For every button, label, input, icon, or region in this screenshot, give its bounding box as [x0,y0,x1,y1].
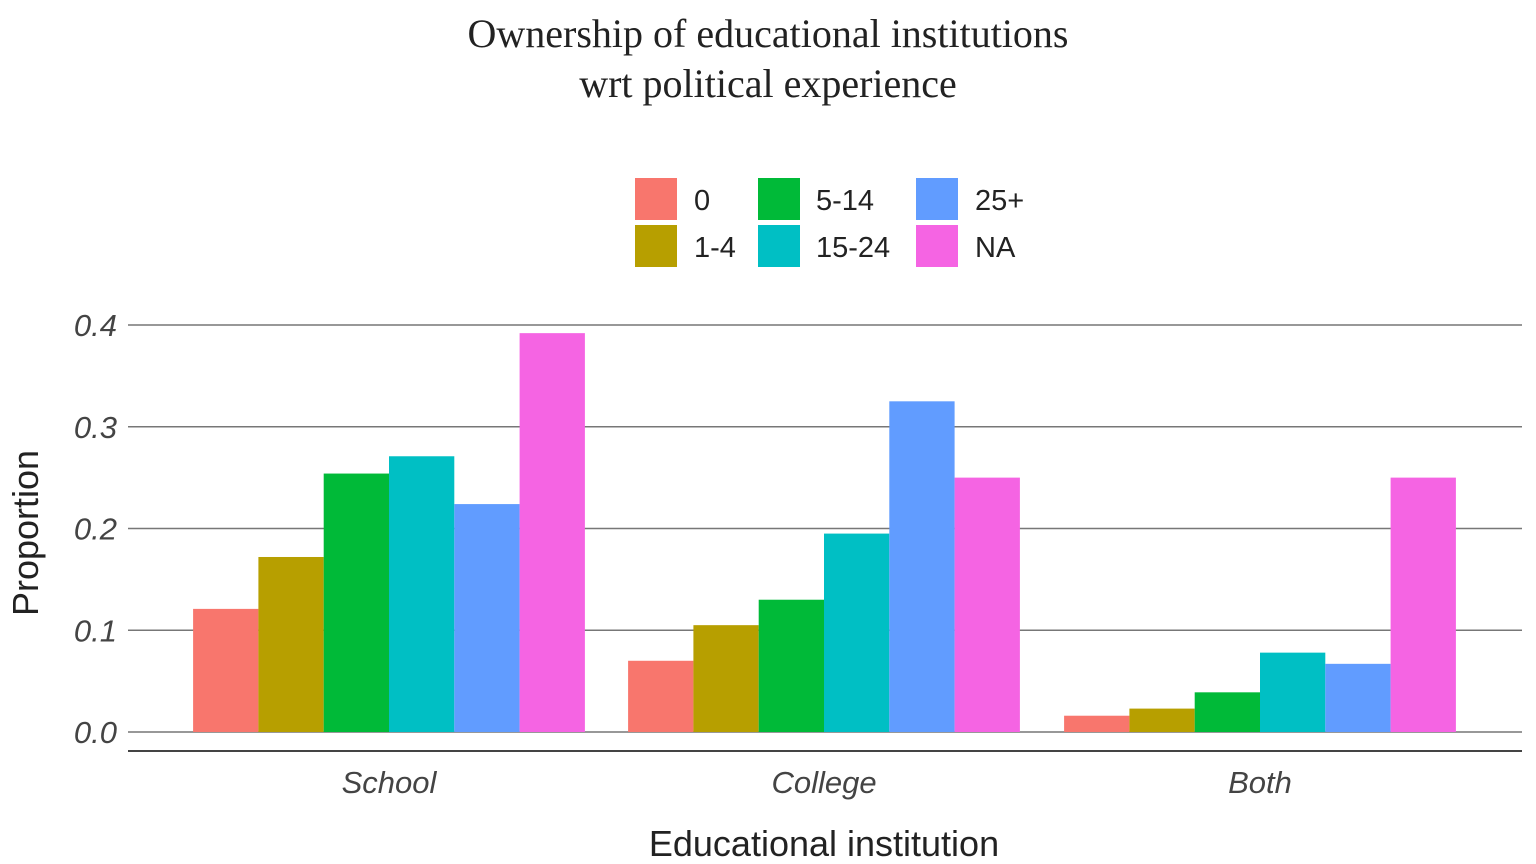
legend-label-na: NA [975,232,1016,264]
bar [954,477,1020,732]
x-tick-label: College [771,765,876,800]
legend-swatch-na [916,225,958,267]
y-axis-title: Proportion [5,450,46,616]
bar [889,401,955,732]
chart-title-line1: Ownership of educational institutions [467,11,1069,56]
legend-label-15-24: 15-24 [816,232,891,264]
bar [1129,708,1195,732]
bar [1260,652,1326,732]
bar [1064,715,1130,732]
bar [454,504,520,732]
legend-swatch-5-14 [758,178,800,220]
legend-label-5-14: 5-14 [816,185,875,217]
legend-swatch-0 [635,178,677,220]
y-tick-label: 0.0 [74,715,117,750]
bar [193,608,259,732]
x-tick-label: Both [1228,765,1292,800]
bar [323,473,389,732]
legend-label-1-4: 1-4 [694,232,736,264]
y-tick-label: 0.3 [74,410,117,445]
bar [758,599,824,732]
bar [628,660,694,732]
bar [1194,692,1260,732]
chart-title-line2: wrt political experience [579,61,957,106]
legend-swatch-1-4 [635,225,677,267]
legend-swatch-15-24 [758,225,800,267]
y-tick-label: 0.2 [74,512,117,547]
bar [1390,477,1456,732]
bar [1325,663,1391,732]
x-tick-label: School [342,765,438,800]
bar [824,533,890,732]
legend-label-25plus: 25+ [975,185,1025,217]
x-tick-labels: School College Both [342,765,1292,800]
legend-swatch-25plus [916,178,958,220]
x-axis-title: Educational institution [649,823,999,864]
bar [519,333,585,732]
bar [389,456,455,732]
legend-label-0: 0 [694,185,711,217]
bar [693,625,759,732]
bars [193,333,1456,732]
y-tick-labels: 0.0 0.1 0.2 0.3 0.4 [74,308,117,750]
y-tick-label: 0.1 [74,613,117,648]
y-tick-label: 0.4 [74,308,117,343]
bar [258,556,324,732]
